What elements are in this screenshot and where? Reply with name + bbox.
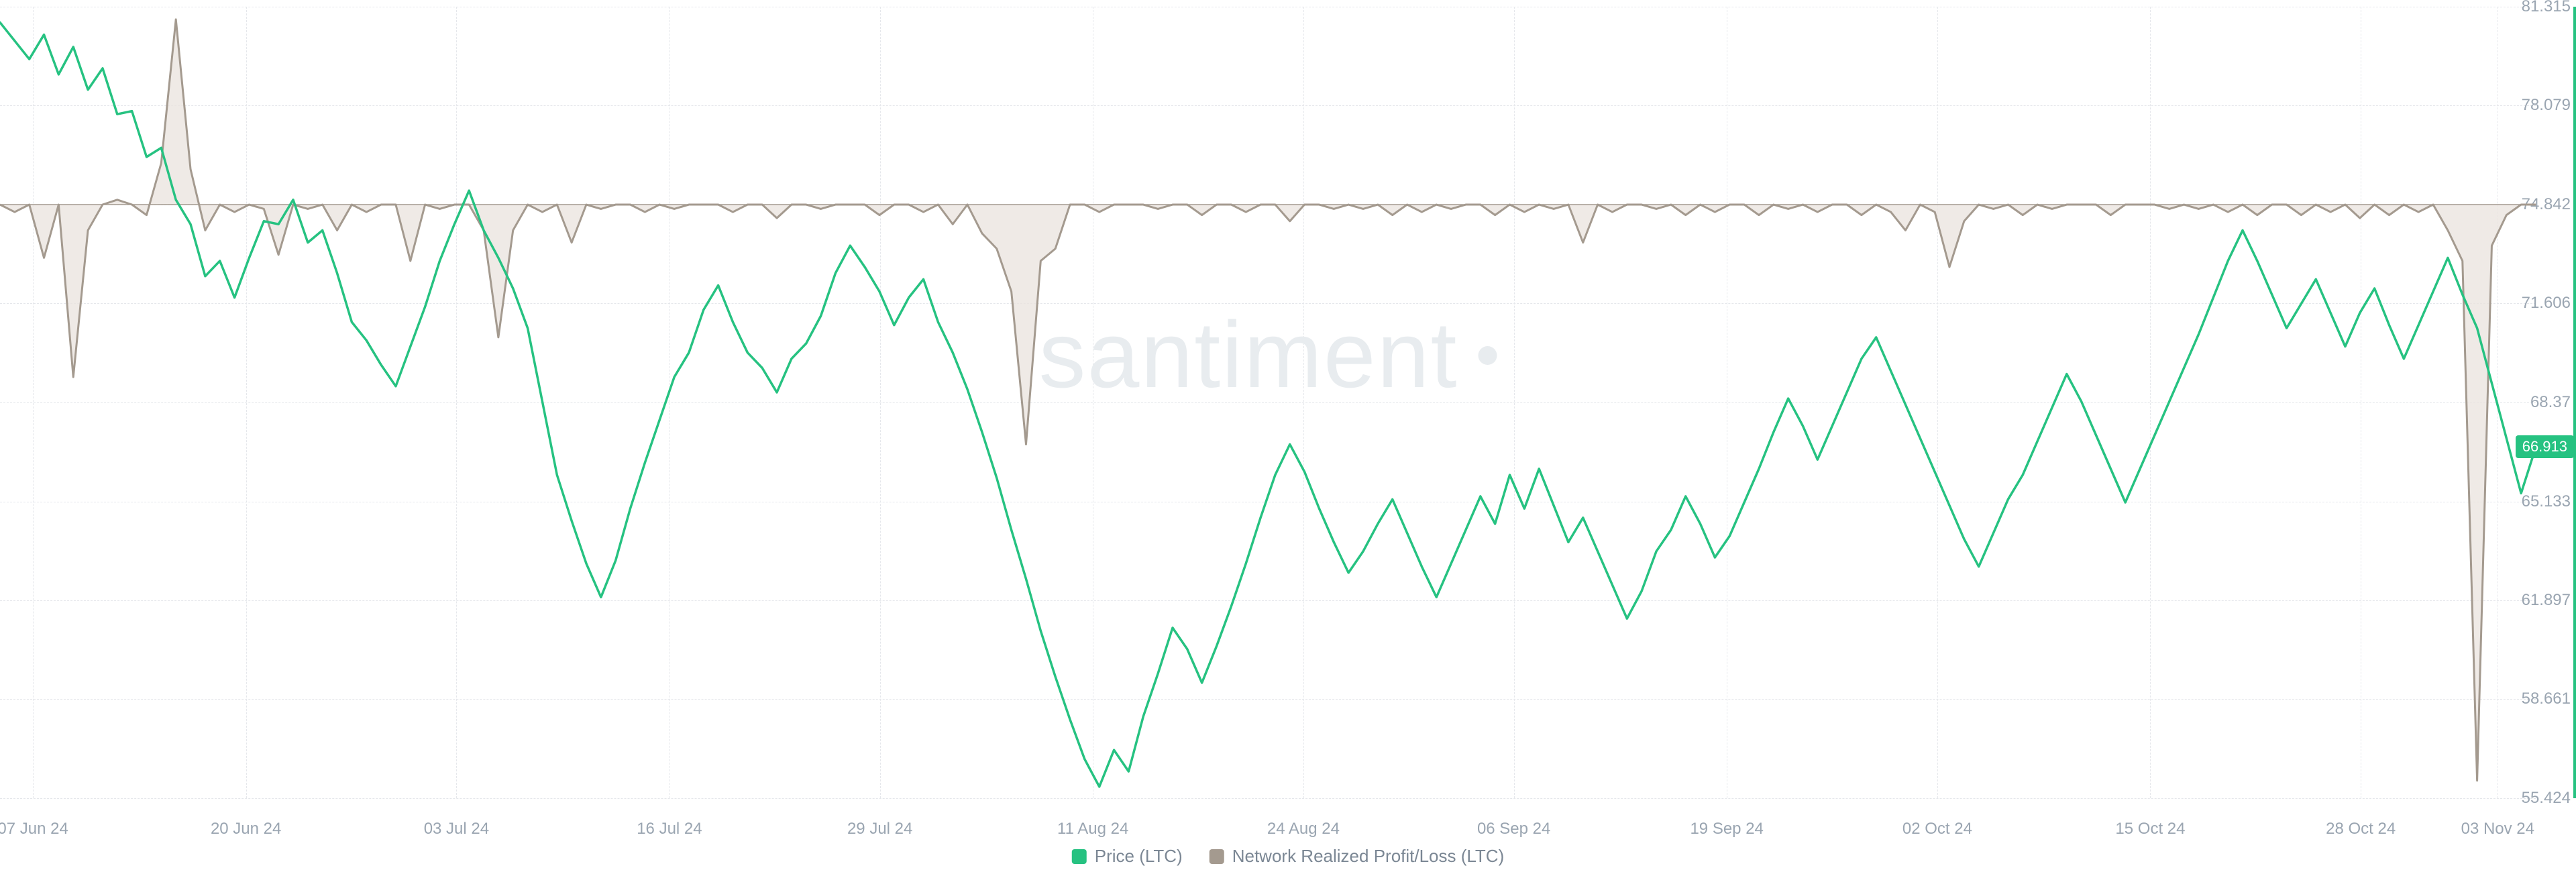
gridline-h [0, 798, 2536, 799]
x-tick-label: 28 Oct 24 [2326, 820, 2396, 838]
x-tick-label: 02 Oct 24 [1902, 820, 1972, 838]
legend-swatch-nprl-icon [1210, 849, 1224, 864]
x-tick-label: 11 Aug 24 [1057, 820, 1128, 838]
legend-swatch-price-icon [1072, 849, 1087, 864]
current-price-value: 66.913 [2522, 438, 2567, 455]
x-tick-label: 07 Jun 24 [0, 820, 68, 838]
legend-item-price[interactable]: Price (LTC) [1072, 846, 1183, 867]
y-tick-label: 68.37 [2530, 393, 2571, 412]
x-tick-label: 20 Jun 24 [211, 820, 281, 838]
x-tick-label: 29 Jul 24 [847, 820, 912, 838]
x-tick-label: 03 Jul 24 [424, 820, 489, 838]
plot-area[interactable]: santiment [0, 7, 2536, 798]
legend-label-nprl: Network Realized Profit/Loss (LTC) [1232, 846, 1505, 867]
x-tick-label: 03 Nov 24 [2461, 820, 2534, 838]
chart-container: santiment 66.913 Price (LTC) Network Rea… [0, 0, 2576, 872]
current-price-badge: 66.913 [2516, 435, 2574, 458]
legend-item-nprl[interactable]: Network Realized Profit/Loss (LTC) [1210, 846, 1505, 867]
right-axis-accent [2573, 7, 2576, 798]
chart-svg [0, 7, 2536, 798]
x-tick-label: 15 Oct 24 [2115, 820, 2185, 838]
x-tick-label: 06 Sep 24 [1477, 820, 1550, 838]
legend: Price (LTC) Network Realized Profit/Loss… [1072, 846, 1505, 867]
legend-label-price: Price (LTC) [1095, 846, 1183, 867]
x-tick-label: 16 Jul 24 [637, 820, 702, 838]
x-tick-label: 24 Aug 24 [1267, 820, 1340, 838]
x-tick-label: 19 Sep 24 [1690, 820, 1763, 838]
